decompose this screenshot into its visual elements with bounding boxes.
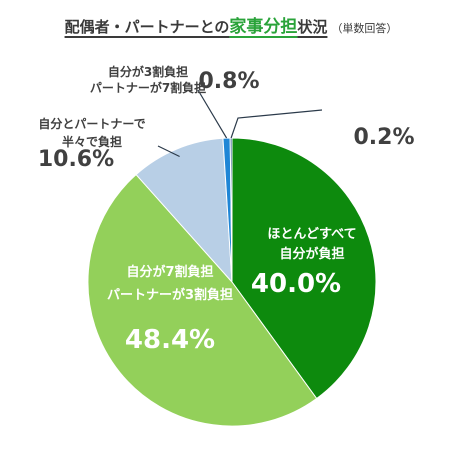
title-prefix: 配偶者・パートナーとの [64,18,230,36]
leader-line-4 [230,109,323,139]
slice-label-0-line-0: ほとんどすべて [267,227,356,242]
pie-slice-4 [229,137,233,283]
slice-label-1-line-0: 自分が7割負担 [126,264,213,280]
slice-label-3-line-0: 自分が3割負担 [108,64,188,79]
slice-label-3-line-1: パートナーが7割負担 [90,80,206,95]
chart-title: 配偶者・パートナーとの家事分担状況 （単数回答） [0,12,462,37]
slice-value-3: 0.8% [198,69,259,94]
title-suffix: 状況 [297,18,328,36]
pie-slice-0 [231,137,377,400]
leader-line-3 [197,89,228,139]
slice-label-0-line-1: 自分が負担 [279,246,344,262]
slice-label-2-line-1: 半々で負担 [62,134,122,149]
slice-value-2: 10.6% [38,147,114,172]
pie-slice-1 [87,173,318,427]
leader-line-2 [157,145,180,158]
title-highlight: 家事分担 [229,17,298,37]
pie-slice-2 [135,137,233,284]
slice-label-1-line-1: パートナーが3割負担 [107,287,233,303]
slice-value-1: 48.4% [125,325,215,355]
slice-value-0: 40.0% [251,269,341,299]
slice-value-4: 0.2% [353,125,414,150]
slice-label-2-line-0: 自分とパートナーで [38,116,145,131]
title-note: （単数回答） [331,22,398,35]
